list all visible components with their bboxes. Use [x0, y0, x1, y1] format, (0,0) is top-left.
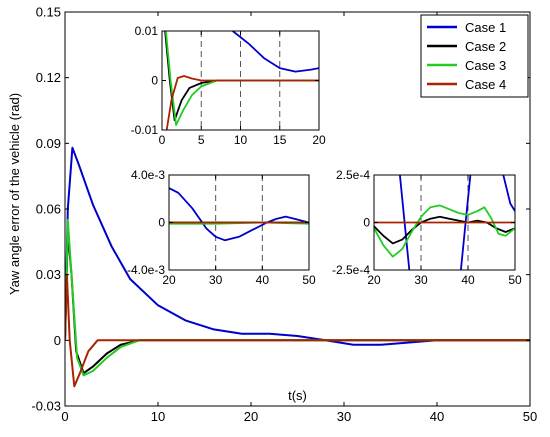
- legend-label: Case 3: [465, 58, 506, 73]
- inset2-x-tick-label: 30: [209, 273, 223, 287]
- legend: Case 1 Case 2 Case 3 Case 4: [420, 14, 529, 98]
- inset3-x-tick-label: 50: [508, 273, 522, 287]
- inset3-x-tick-label: 30: [414, 273, 428, 287]
- main-x-tick-label: 40: [430, 409, 444, 424]
- main-x-tick-label: 50: [523, 409, 537, 424]
- inset2-x-tick-label: 40: [256, 273, 270, 287]
- main-y-tick-label: 0.03: [36, 267, 61, 282]
- main-y-tick-label: -0.03: [31, 399, 61, 414]
- inset2-y-tick-label: -4.0e-3: [127, 263, 165, 277]
- main-y-tick-label: 0.15: [36, 5, 61, 20]
- inset1-x-tick-label: 15: [273, 133, 287, 147]
- main-x-tick-label: 0: [61, 409, 68, 424]
- inset1-series-case-3: [165, 31, 319, 126]
- inset3-y-tick-label: -2.5e-4: [332, 263, 370, 277]
- inset2-x-tick-label: 50: [302, 273, 316, 287]
- main-x-tick-label: 20: [244, 409, 258, 424]
- main-y-tick-label: 0.12: [36, 70, 61, 85]
- legend-label: Case 1: [465, 20, 506, 35]
- inset3-x-tick-label: 40: [461, 273, 475, 287]
- inset1-x-tick-label: 5: [198, 133, 205, 147]
- main-series-case-4: [65, 273, 530, 388]
- x-axis-label: t(s): [288, 388, 307, 403]
- inset2-plot: 20 30 40 50 -4.0e-3 0 4.0e-3: [127, 168, 316, 287]
- legend-label: Case 2: [465, 39, 506, 54]
- inset1-series-case-4: [165, 75, 319, 130]
- main-y-tick-label: 0: [54, 333, 61, 348]
- main-series-case-1: [65, 146, 530, 346]
- inset3-plot: 20 30 40 50 -2.5e-4 0 2.5e-4: [332, 168, 522, 287]
- legend-label: Case 4: [465, 77, 506, 92]
- inset1-x-tick-label: 10: [234, 133, 248, 147]
- inset3-y-tick-label: 2.5e-4: [336, 168, 370, 182]
- inset1-x-tick-label: 0: [159, 133, 166, 147]
- inset2-y-tick-label: 4.0e-3: [131, 168, 165, 182]
- inset2-y-tick-label: 0: [158, 216, 165, 230]
- main-series-case-3: [65, 218, 530, 377]
- inset3-series-case-3: [374, 204, 515, 258]
- inset1-series-case-1: [232, 31, 319, 73]
- inset3-y-tick-label: 0: [363, 216, 370, 230]
- inset1-y-tick-label: -0.01: [131, 123, 159, 137]
- main-x-tick-label: 10: [151, 409, 165, 424]
- inset2-series-case-1: [169, 187, 309, 242]
- inset1-x-tick-label: 20: [312, 133, 326, 147]
- inset3-series-case-2: [374, 215, 515, 245]
- inset1-y-tick-label: 0.01: [135, 24, 159, 38]
- main-y-tick-label: 0.06: [36, 202, 61, 217]
- inset2-x-tick-label: 20: [162, 273, 176, 287]
- y-axis-label: Yaw angle error of the vehicle (rad): [7, 93, 22, 295]
- inset3-x-tick-label: 20: [367, 273, 381, 287]
- inset1-y-tick-label: 0: [151, 74, 158, 88]
- main-y-tick-label: 0.09: [36, 136, 61, 151]
- main-x-tick-label: 30: [337, 409, 351, 424]
